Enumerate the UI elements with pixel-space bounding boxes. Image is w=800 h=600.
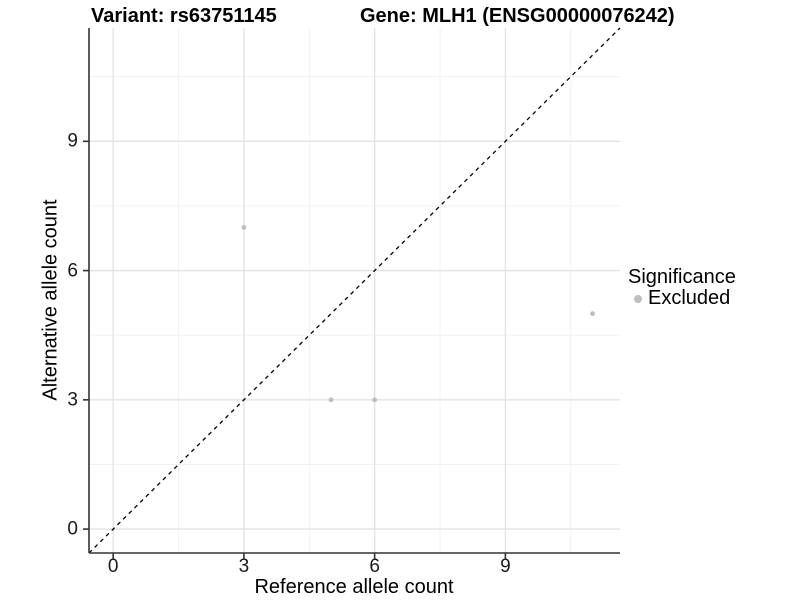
variant-title: Variant: rs63751145 [91, 5, 277, 27]
x-tick-label: 3 [238, 556, 250, 577]
y-tick-label: 3 [67, 389, 78, 411]
data-point [590, 311, 595, 317]
y-tick-label: 6 [67, 260, 78, 282]
y-tick-label: 9 [67, 130, 78, 152]
data-point [241, 225, 247, 230]
data-point [328, 397, 334, 403]
y-tick-label: 0 [67, 518, 78, 540]
identity-dashed-line [88, 27, 621, 554]
x-axis-title: Reference allele count [254, 576, 454, 598]
x-tick-label: 0 [107, 556, 119, 577]
data-point [372, 397, 378, 403]
legend-item-excluded: Excluded [634, 287, 730, 310]
gene-title: Gene: MLH1 (ENSG00000076242) [360, 5, 675, 27]
x-tick-label: 6 [369, 556, 380, 577]
legend-point-icon [634, 294, 642, 303]
legend-item-label: Excluded [648, 287, 731, 309]
legend-title: Significance [628, 266, 736, 288]
y-axis-title: Alternative allele count [39, 199, 62, 401]
x-tick-label: 9 [500, 556, 511, 577]
